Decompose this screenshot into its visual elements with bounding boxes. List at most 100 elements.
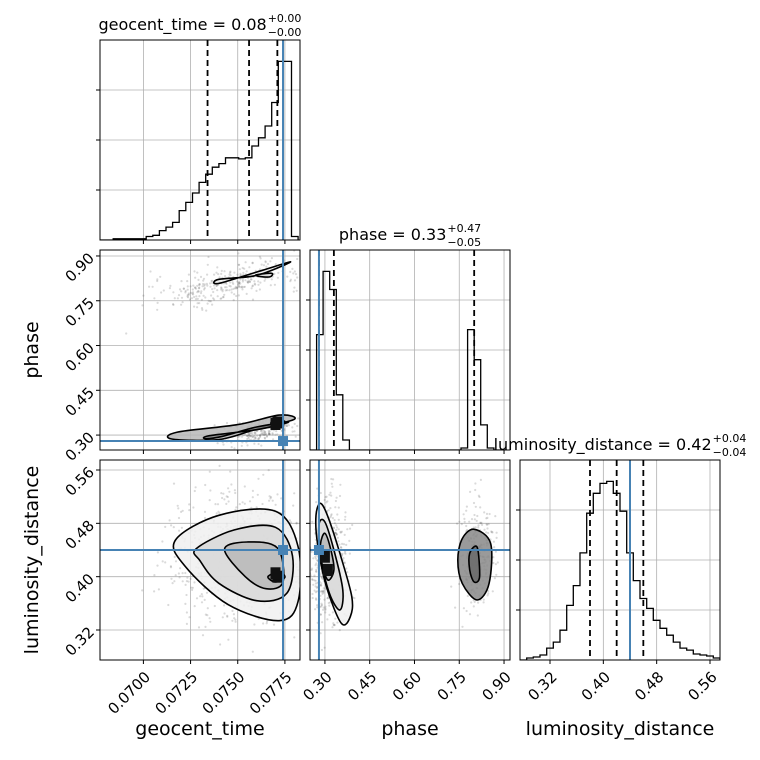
sample-point (208, 470, 211, 473)
sample-point (177, 507, 180, 510)
sample-point (323, 646, 326, 649)
sample-point (200, 290, 203, 293)
sample-point (187, 292, 190, 295)
sample-point (264, 431, 267, 434)
tick-label-y: 0.48 (62, 517, 98, 553)
sample-point (240, 435, 244, 438)
sample-point (257, 283, 260, 286)
sample-point (246, 437, 249, 441)
sample-point (170, 577, 173, 580)
sample-point (313, 587, 315, 589)
tick-label-y: 0.56 (62, 463, 98, 499)
sample-point (485, 531, 488, 534)
tick-label-x: 0.60 (389, 668, 425, 704)
sample-point (304, 549, 306, 551)
sample-point (266, 434, 269, 437)
truth-marker (278, 436, 289, 447)
sample-point (320, 648, 323, 652)
sample-point (234, 285, 237, 288)
sample-point (262, 622, 265, 625)
sample-point (303, 530, 305, 532)
sample-point (342, 543, 346, 546)
sample-point (171, 582, 174, 585)
tick-label-x: 0.30 (299, 668, 335, 704)
sample-point (208, 499, 211, 502)
sample-point (173, 580, 176, 583)
sample-point (184, 583, 187, 587)
sample-point (474, 526, 477, 529)
sample-point (268, 495, 271, 498)
sample-point (188, 509, 191, 512)
tick-label-y: 0.40 (62, 570, 98, 606)
sample-point (187, 580, 190, 583)
sample-point (319, 613, 322, 616)
sample-point (340, 553, 343, 556)
sample-point (206, 263, 209, 266)
sample-point (312, 557, 315, 560)
sample-point (207, 299, 210, 302)
sample-point (211, 288, 214, 291)
sample-point (293, 286, 296, 289)
sample-point (177, 572, 180, 575)
sample-point (256, 493, 259, 496)
title-lower-error: −0.00 (268, 26, 302, 39)
sample-point (194, 287, 198, 290)
sample-point (232, 282, 235, 285)
sample-point (195, 597, 199, 600)
sample-point (250, 287, 253, 290)
sample-point (314, 557, 317, 560)
sample-point (237, 285, 240, 288)
sample-point (335, 533, 338, 536)
sample-point (483, 528, 486, 531)
sample-point (251, 435, 254, 438)
sample-point (469, 490, 472, 493)
sample-point (148, 285, 151, 288)
sample-point (193, 581, 196, 584)
sample-point (321, 577, 324, 581)
sample-point (214, 503, 217, 506)
density-core (270, 567, 281, 580)
sample-point (324, 607, 327, 610)
title-main: phase = 0.33 (339, 225, 446, 244)
sample-point (178, 576, 181, 579)
sample-point (335, 528, 338, 532)
sample-point (314, 582, 317, 585)
sample-point (203, 510, 207, 513)
sample-point (220, 287, 223, 290)
sample-point (217, 273, 220, 276)
sample-point (330, 513, 333, 516)
sample-point (186, 288, 189, 291)
sample-point (308, 423, 310, 425)
sample-point (162, 289, 165, 292)
sample-point (331, 611, 334, 614)
sample-point (176, 297, 179, 300)
sample-point (226, 495, 229, 499)
sample-point (220, 288, 223, 291)
sample-point (226, 614, 229, 617)
sample-point (199, 595, 202, 598)
tick-label-y: 0.45 (62, 384, 98, 420)
sample-point (229, 271, 232, 274)
sample-point (239, 278, 242, 281)
sample-point (468, 520, 471, 523)
sample-point (209, 282, 212, 285)
sample-point (473, 513, 476, 517)
sample-point (203, 283, 206, 286)
sample-point (193, 305, 196, 308)
sample-point (241, 280, 244, 283)
sample-point (487, 531, 490, 535)
sample-point (241, 278, 244, 281)
tick-label-y: 0.75 (62, 294, 98, 330)
sample-point (343, 551, 346, 554)
sample-point (462, 513, 465, 516)
sample-point (196, 302, 199, 305)
sample-point (331, 485, 334, 488)
sample-point (191, 588, 194, 592)
sample-point (261, 433, 265, 436)
sample-point (200, 307, 204, 310)
sample-point (267, 431, 270, 434)
sample-point (321, 621, 324, 624)
sample-point (492, 540, 495, 543)
sample-point (260, 263, 263, 266)
sample-point (319, 584, 322, 587)
